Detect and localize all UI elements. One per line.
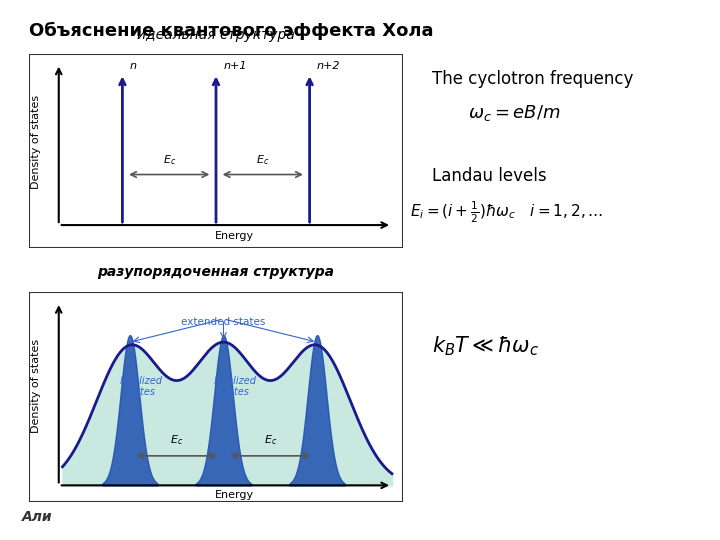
- Text: $\omega_c = eB/m$: $\omega_c = eB/m$: [468, 103, 560, 123]
- Text: Density of states: Density of states: [31, 94, 41, 188]
- Text: разупорядоченная структура: разупорядоченная структура: [97, 265, 335, 279]
- Text: $E_i = (i + \frac{1}{2})\hbar\omega_c \quad i = 1, 2, \ldots$: $E_i = (i + \frac{1}{2})\hbar\omega_c \q…: [410, 200, 603, 225]
- Text: n+2: n+2: [317, 62, 341, 71]
- Text: идеальная структура: идеальная структура: [137, 28, 295, 42]
- Text: Landau levels: Landau levels: [432, 167, 546, 185]
- Text: Density of states: Density of states: [31, 339, 41, 434]
- Text: Energy: Energy: [215, 490, 254, 500]
- Text: $k_B T \ll \hbar\omega_c$: $k_B T \ll \hbar\omega_c$: [432, 335, 539, 359]
- Text: $E_c$: $E_c$: [256, 153, 269, 167]
- Text: Али: Али: [22, 510, 53, 524]
- Text: Объяснение квантового эффекта Хола: Объяснение квантового эффекта Хола: [29, 22, 433, 40]
- Text: The cyclotron frequency: The cyclotron frequency: [432, 70, 634, 88]
- Text: Energy: Energy: [215, 231, 254, 241]
- Text: localized
states: localized states: [213, 375, 256, 397]
- Text: n+1: n+1: [223, 62, 247, 71]
- Text: $E_c$: $E_c$: [264, 434, 277, 448]
- Text: $E_c$: $E_c$: [163, 153, 176, 167]
- Text: $E_c$: $E_c$: [170, 434, 184, 448]
- Text: n: n: [130, 62, 137, 71]
- Text: localized
states: localized states: [120, 375, 163, 397]
- Text: extended states: extended states: [181, 317, 266, 327]
